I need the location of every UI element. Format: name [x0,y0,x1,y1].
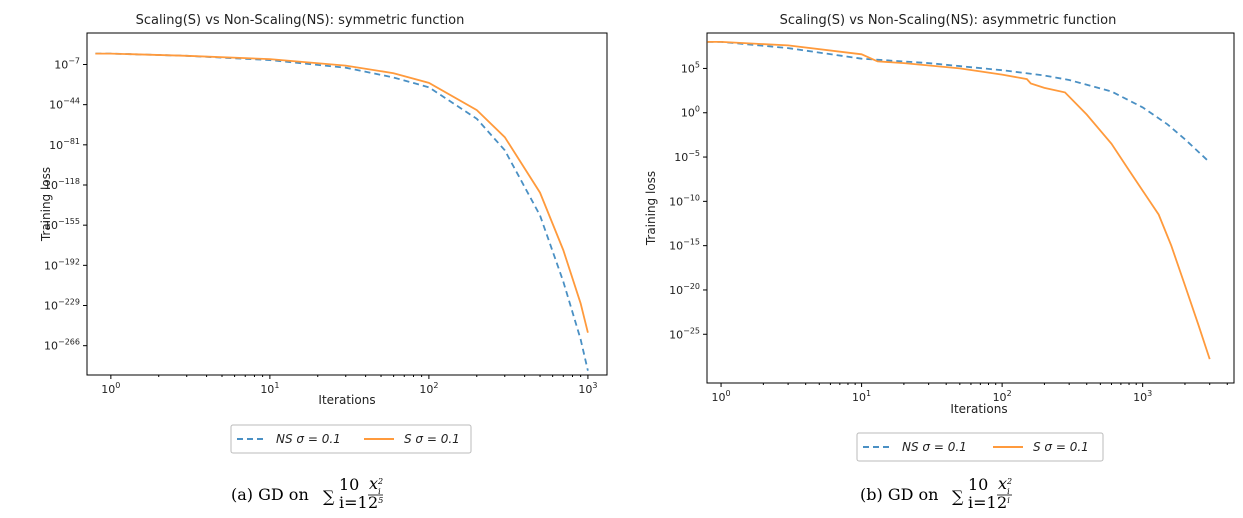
y-tick-label: 10−15 [669,238,700,253]
x-tick-label: 103 [1133,389,1152,404]
y-tick-label: 10−25 [669,326,700,341]
sum-upper: 10 [968,475,988,494]
chart-b-y-ticks: 105 100 10−5 10−10 10−15 10−20 10−25 [669,60,707,341]
chart-b-x-label: Iterations [950,402,1007,416]
caption-a: (a) GD on ∑10i=1x2 i25 [231,474,383,512]
x-tick-label: 103 [578,381,597,396]
y-tick-label: 105 [681,60,700,75]
chart-a-y-label: Training loss [39,167,53,242]
y-tick-label: 10−266 [44,338,80,353]
chart-a: Scaling(S) vs Non-Scaling(NS): symmetric… [39,13,608,454]
y-tick-label: 10−20 [669,282,700,297]
frac-denominator: 25 [368,493,383,512]
chart-a-x-label: Iterations [318,393,375,407]
chart-a-legend-ns: NS σ = 0.1 [276,432,341,446]
y-tick-label: 10−192 [44,257,80,272]
x-tick-label: 100 [712,389,731,404]
y-tick-label: 10−155 [44,217,80,232]
chart-a-x-ticks: 100 101 102 103 [101,375,597,396]
chart-a-legend-s: S σ = 0.1 [404,432,460,446]
sum-lower: i=1 [968,493,997,512]
x-tick-label: 102 [993,389,1012,404]
chart-b: Scaling(S) vs Non-Scaling(NS): asymmetri… [644,13,1235,462]
x-tick-label: 102 [419,381,438,396]
caption-a-math: ∑10i=1x2 i25 [323,474,383,512]
chart-b-legend-ns: NS σ = 0.1 [902,440,967,454]
chart-a-title: Scaling(S) vs Non-Scaling(NS): symmetric… [136,13,465,28]
y-tick-label: 10−5 [674,149,700,164]
sum-upper: 10 [339,475,359,494]
y-tick-label: 100 [681,105,700,120]
chart-a-legend: NS σ = 0.1 S σ = 0.1 [230,424,472,454]
chart-b-y-label: Training loss [644,171,658,246]
chart-a-series-s [95,52,589,333]
frac-denominator: 2i [997,493,1010,512]
x-tick-label: 100 [101,381,120,396]
chart-b-series-ns [707,41,1211,164]
y-tick-label: 10−44 [49,97,80,112]
sum-sign: ∑ [952,487,964,506]
y-tick-label: 10−81 [49,137,80,152]
chart-b-series-s [707,41,1211,360]
chart-b-x-ticks: 100 101 102 103 [712,383,1228,404]
y-tick-label: 10−7 [54,56,80,71]
chart-a-lines [95,52,589,371]
chart-a-series-ns [95,52,589,371]
x-tick-label: 101 [260,381,279,396]
y-tick-label: 10−10 [669,193,700,208]
chart-a-frame [86,32,608,376]
y-tick-label: 10−118 [44,177,80,192]
sum-sign: ∑ [323,487,335,506]
chart-b-legend-s: S σ = 0.1 [1033,440,1089,454]
sum-lower: i=1 [339,493,368,512]
frac-numerator: x2 i [369,474,383,496]
caption-b-math: ∑10i=1x2 i2i [952,474,1012,512]
caption-b-text: (b) GD on [860,485,938,504]
caption-b: (b) GD on ∑10i=1x2 i2i [860,474,1012,512]
frac-numerator: x2 i [998,474,1012,496]
chart-a-legend-box [230,424,472,454]
chart-b-legend: NS σ = 0.1 S σ = 0.1 [856,432,1104,462]
x-tick-label: 101 [852,389,871,404]
chart-a-y-ticks: 10−7 10−44 10−81 10−118 10−155 10−192 10−229 10… [44,56,87,353]
chart-b-title: Scaling(S) vs Non-Scaling(NS): asymmetri… [780,13,1117,28]
caption-a-text: (a) GD on [231,485,309,504]
chart-b-legend-box [856,432,1104,462]
chart-b-lines [707,41,1211,360]
y-tick-label: 10−229 [44,298,80,313]
